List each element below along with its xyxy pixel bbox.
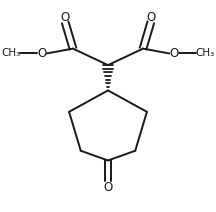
Text: O: O [146, 11, 156, 24]
Text: O: O [37, 47, 46, 60]
Text: O: O [60, 11, 70, 24]
Text: O: O [170, 47, 179, 60]
Text: CH₃: CH₃ [1, 49, 20, 59]
Text: O: O [103, 181, 113, 194]
Text: CH₃: CH₃ [196, 49, 215, 59]
